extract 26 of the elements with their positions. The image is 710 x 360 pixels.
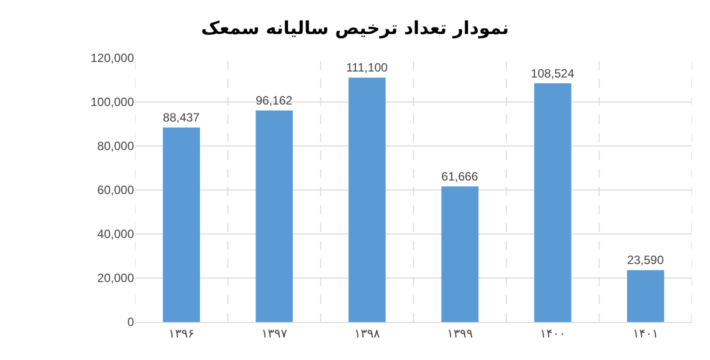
bar bbox=[441, 186, 478, 322]
y-tick-label: 0 bbox=[127, 315, 134, 330]
bar bbox=[162, 127, 200, 322]
y-tick-label: 100,000 bbox=[90, 95, 134, 110]
y-tick-label: 80,000 bbox=[97, 139, 134, 154]
bar bbox=[627, 270, 664, 322]
y-tick-label: 20,000 bbox=[97, 271, 134, 286]
x-tick-label: ۱۴۰۰ bbox=[540, 326, 566, 340]
y-tick-label: 60,000 bbox=[97, 183, 134, 198]
x-tick-label: ۱۴۰۱ bbox=[632, 326, 658, 340]
chart-title: نمودار تعداد ترخیص سالیانه سمعک bbox=[201, 18, 509, 40]
bar bbox=[348, 78, 386, 322]
data-label: 108,524 bbox=[530, 66, 575, 80]
x-tick-label: ۱۳۹۹ bbox=[447, 326, 473, 340]
x-tick-label: ۱۳۹۶ bbox=[168, 326, 194, 340]
data-label: 23,590 bbox=[627, 253, 664, 268]
data-label: 111,100 bbox=[346, 60, 388, 75]
y-tick-label: 40,000 bbox=[97, 227, 134, 242]
x-tick-label: ۱۳۹۸ bbox=[354, 326, 381, 340]
bar bbox=[256, 110, 293, 322]
data-label: 96,162 bbox=[256, 93, 293, 108]
data-label: 88,437 bbox=[162, 110, 200, 124]
bar bbox=[534, 83, 572, 322]
y-tick-label: 120,000 bbox=[90, 51, 134, 66]
data-label: 61,666 bbox=[441, 169, 478, 184]
x-tick-label: ۱۳۹۷ bbox=[261, 326, 288, 340]
